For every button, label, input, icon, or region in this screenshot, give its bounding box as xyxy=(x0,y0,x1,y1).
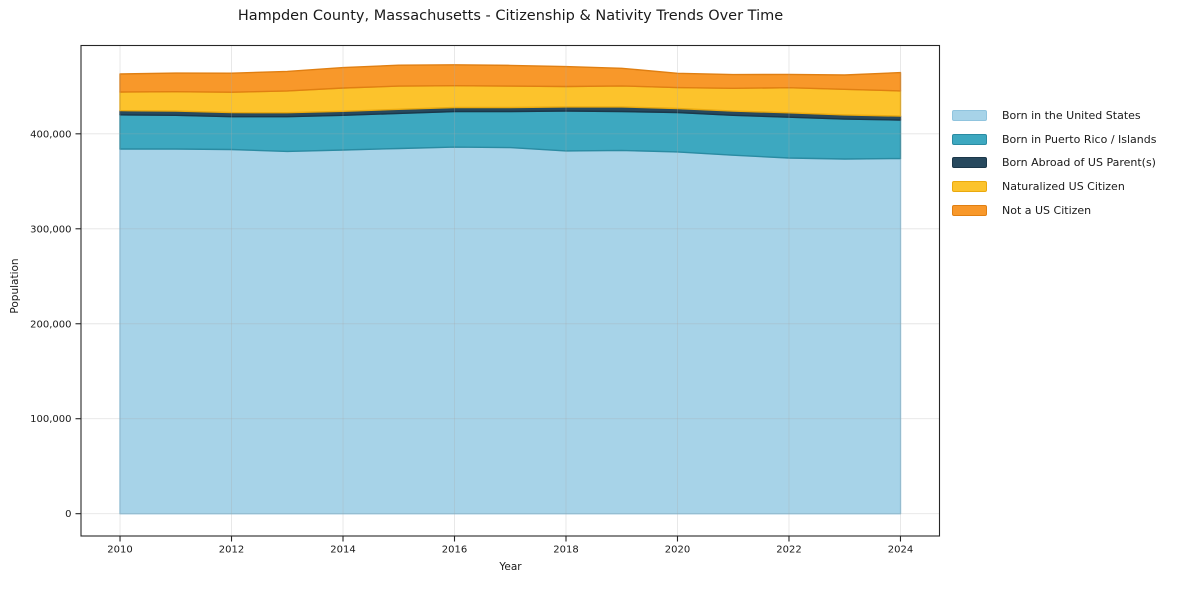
area-series-not-a-us-citizen xyxy=(119,64,902,93)
legend-swatch-born-in-the-united-states xyxy=(952,110,987,122)
y-tick-label-0: 0 xyxy=(65,509,71,520)
x-tick-label-2010: 2010 xyxy=(107,545,132,556)
x-tick-label-2018: 2018 xyxy=(553,545,578,556)
legend: Born in the United States Born in Puerto… xyxy=(952,104,1156,222)
legend-swatch-naturalized-us-citizen xyxy=(952,181,987,193)
y-axis-label: Population xyxy=(9,258,21,314)
legend-label-naturalized-us-citizen: Naturalized US Citizen xyxy=(1002,180,1125,194)
legend-swatch-not-a-us-citizen xyxy=(952,204,987,216)
legend-label-born-abroad-of-us-parents: Born Abroad of US Parent(s) xyxy=(1002,156,1156,170)
legend-label-born-in-the-united-states: Born in the United States xyxy=(1002,109,1141,123)
legend-label-born-in-puerto-rico-islands: Born in Puerto Rico / Islands xyxy=(1002,132,1157,146)
y-tick-label-400000: 400,000 xyxy=(30,129,71,140)
legend-label-not-a-us-citizen: Not a US Citizen xyxy=(1002,203,1092,217)
y-tick-label-200000: 200,000 xyxy=(30,319,71,330)
legend-swatch-born-abroad-of-us-parents xyxy=(952,157,987,169)
y-tick-label-300000: 300,000 xyxy=(30,224,71,235)
legend-item-not-a-us-citizen: Not a US Citizen xyxy=(952,198,1156,222)
x-tick-label-2012: 2012 xyxy=(219,545,244,556)
x-tick-label-2014: 2014 xyxy=(330,545,355,556)
x-tick-label-2016: 2016 xyxy=(442,545,467,556)
x-tick-label-2020: 2020 xyxy=(665,545,690,556)
x-axis-label: Year xyxy=(499,561,522,573)
x-tick-label-2022: 2022 xyxy=(776,545,801,556)
legend-item-born-in-puerto-rico-islands: Born in Puerto Rico / Islands xyxy=(952,128,1156,152)
legend-item-born-abroad-of-us-parents: Born Abroad of US Parent(s) xyxy=(952,151,1156,175)
plot-border xyxy=(80,44,941,537)
legend-item-naturalized-us-citizen: Naturalized US Citizen xyxy=(952,175,1156,199)
legend-item-born-in-the-united-states: Born in the United States xyxy=(952,104,1156,128)
legend-swatch-born-in-puerto-rico-islands xyxy=(952,133,987,145)
area-series-born-in-the-united-states xyxy=(119,146,902,515)
x-tick-label-2024: 2024 xyxy=(888,545,913,556)
chart-title: Hampden County, Massachusetts - Citizens… xyxy=(237,8,784,24)
y-tick-label-100000: 100,000 xyxy=(30,414,71,425)
